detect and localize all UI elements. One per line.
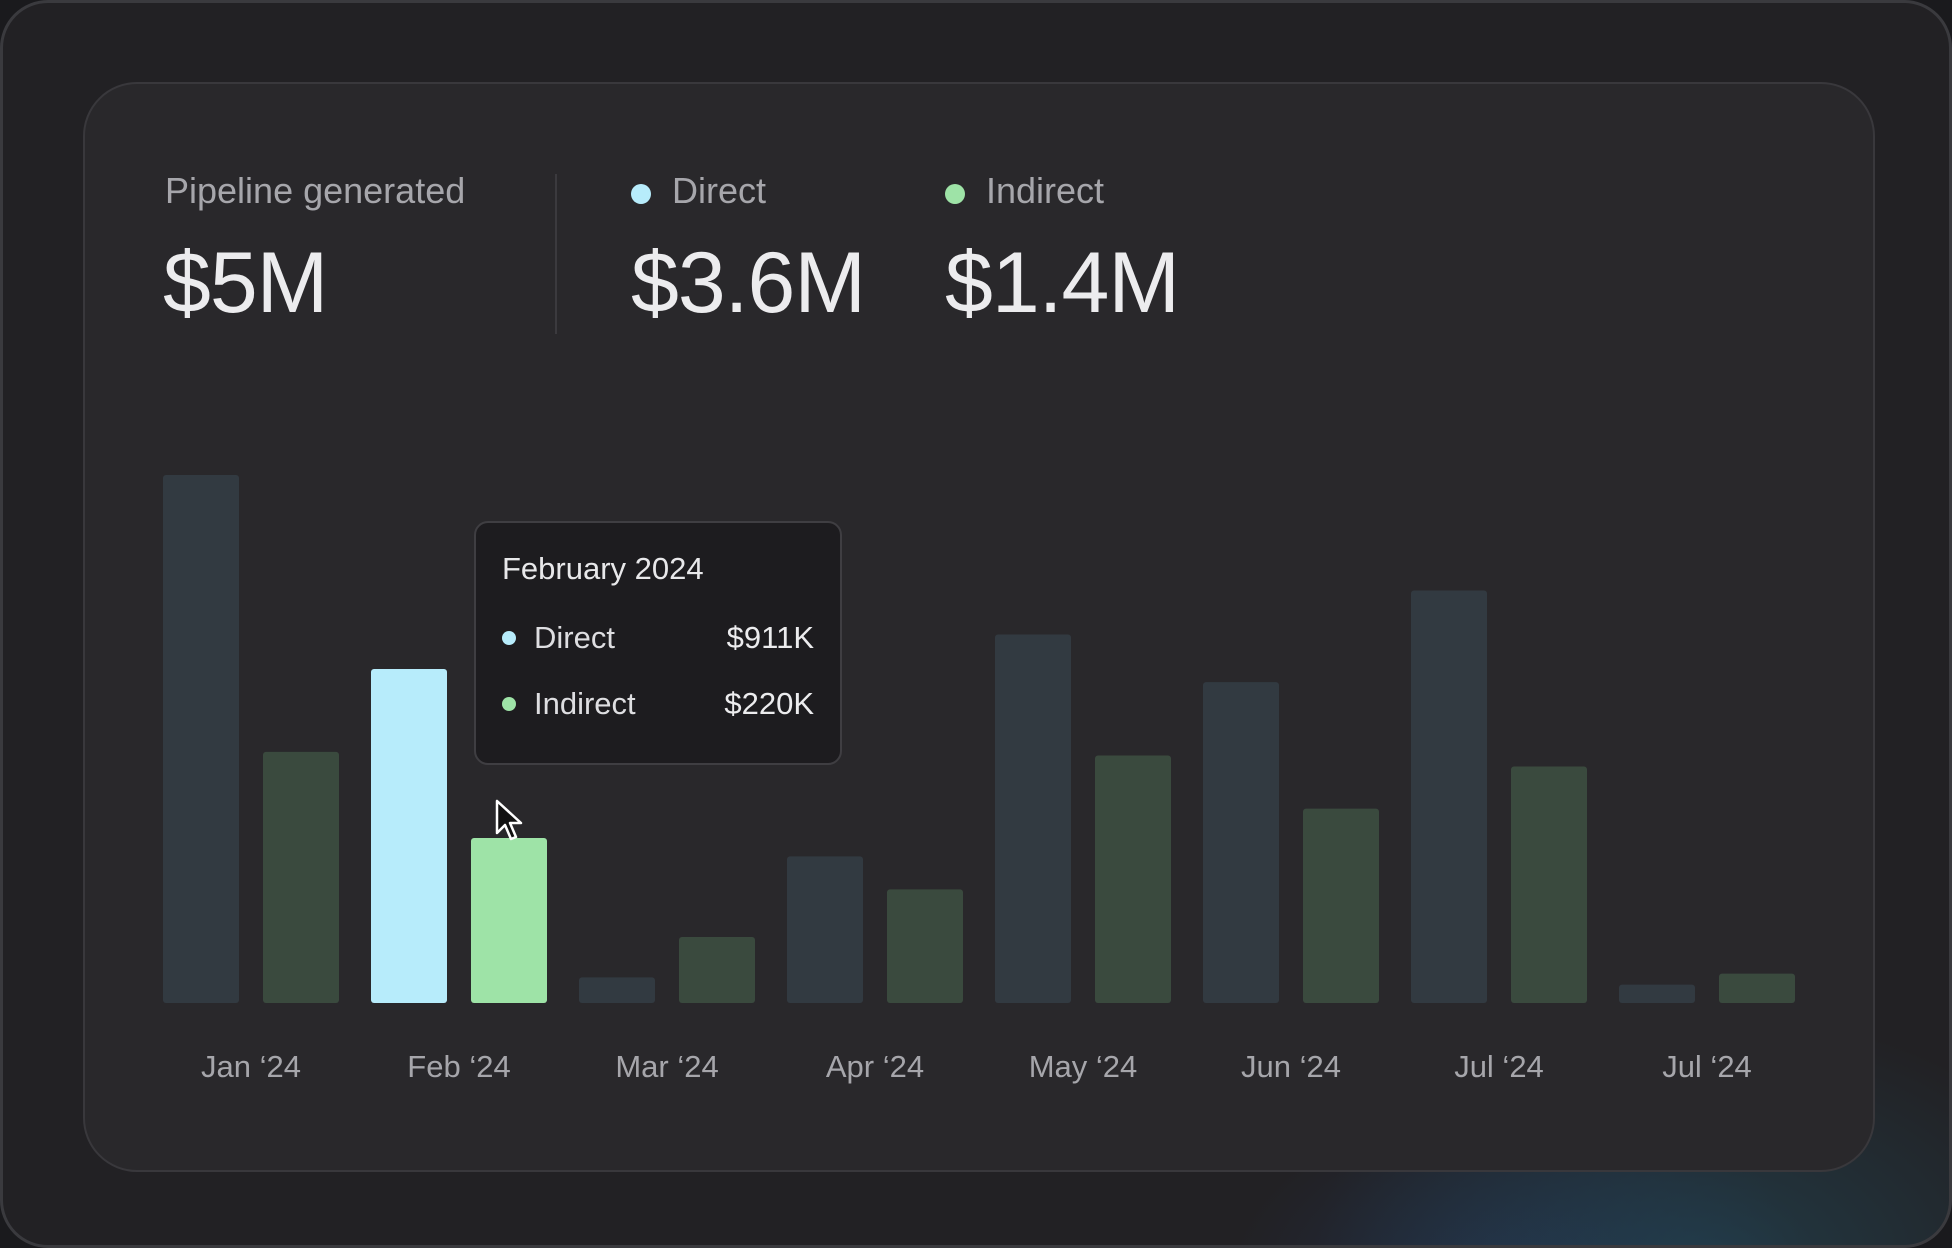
total-value: $5M xyxy=(163,235,328,331)
bar-direct-7[interactable] xyxy=(1619,984,1695,1003)
tooltip-direct-dot xyxy=(502,631,516,645)
bar-direct-2[interactable] xyxy=(579,977,655,1003)
x-tick-label: Jul ‘24 xyxy=(1662,1049,1752,1084)
bar-direct-6[interactable] xyxy=(1411,590,1487,1004)
bar-indirect-0[interactable] xyxy=(263,751,339,1003)
mouse-cursor-icon xyxy=(495,799,523,841)
direct-value: $3.6M xyxy=(631,235,866,331)
indirect-legend-dot xyxy=(945,184,965,204)
tooltip-indirect-label: Indirect xyxy=(534,686,636,721)
bar-direct-5[interactable] xyxy=(1203,682,1279,1003)
bar-indirect-4[interactable] xyxy=(1095,755,1171,1004)
tooltip-direct-label: Direct xyxy=(534,620,615,655)
bar-indirect-6[interactable] xyxy=(1511,766,1587,1004)
pipeline-card: Pipeline generated $5M Direct $3.6M Indi… xyxy=(83,82,1875,1172)
bar-direct-0[interactable] xyxy=(163,475,239,1003)
chart-tooltip: February 2024 Direct $911K Indirect $220… xyxy=(474,521,842,765)
x-tick-label: Jun ‘24 xyxy=(1241,1049,1341,1084)
bar-direct-4[interactable] xyxy=(995,634,1071,1004)
x-tick-label: Jan ‘24 xyxy=(201,1049,301,1084)
x-tick-label: Jul ‘24 xyxy=(1454,1049,1544,1084)
bar-indirect-5[interactable] xyxy=(1303,808,1379,1003)
x-tick-label: May ‘24 xyxy=(1029,1049,1138,1084)
total-label: Pipeline generated xyxy=(165,170,466,211)
x-tick-label: Feb ‘24 xyxy=(407,1049,510,1084)
tooltip-indirect-value: $220K xyxy=(724,686,814,721)
bar-direct-1[interactable] xyxy=(371,668,447,1003)
tooltip-indirect-dot xyxy=(502,697,516,711)
bar-chart: Jan ‘24 Feb ‘24 Mar ‘24 Apr ‘24 May ‘24 Jun ‘… xyxy=(163,475,1795,1084)
indirect-label: Indirect xyxy=(986,170,1105,211)
summary-divider xyxy=(555,174,557,334)
bar-indirect-7[interactable] xyxy=(1719,973,1795,1003)
bar-indirect-1[interactable] xyxy=(471,838,547,1003)
direct-label: Direct xyxy=(672,170,767,211)
tooltip-direct-value: $911K xyxy=(726,620,814,655)
x-tick-label: Mar ‘24 xyxy=(615,1049,718,1084)
bar-indirect-2[interactable] xyxy=(679,937,755,1003)
bar-direct-3[interactable] xyxy=(787,856,863,1003)
indirect-value: $1.4M xyxy=(945,235,1180,331)
tooltip-title: February 2024 xyxy=(502,551,704,586)
direct-legend-dot xyxy=(631,184,651,204)
bar-indirect-3[interactable] xyxy=(887,889,963,1003)
x-tick-label: Apr ‘24 xyxy=(826,1049,924,1084)
